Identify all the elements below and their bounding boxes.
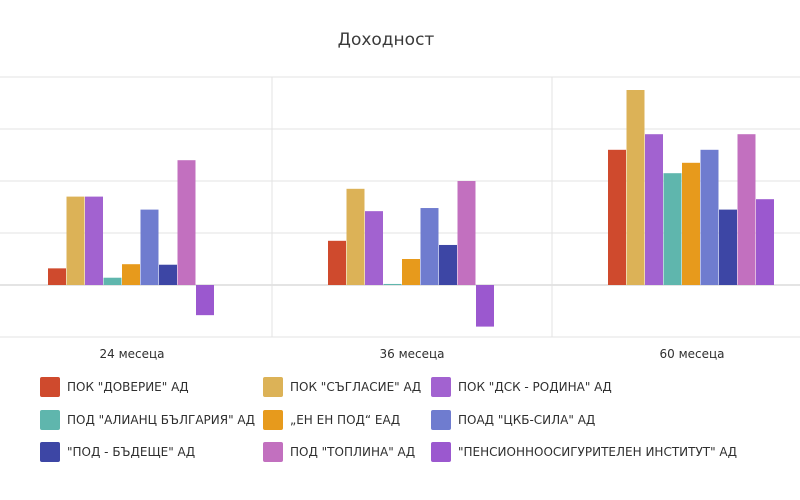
legend-item[interactable]: „ЕН ЕН ПОД“ ЕАД bbox=[263, 409, 400, 431]
bar[interactable] bbox=[476, 285, 494, 327]
bar[interactable] bbox=[48, 268, 66, 285]
x-tick-label: 24 месеца bbox=[99, 347, 164, 361]
bar[interactable] bbox=[402, 259, 420, 285]
bar[interactable] bbox=[140, 209, 159, 285]
legend-label: „ЕН ЕН ПОД“ ЕАД bbox=[290, 413, 401, 427]
legend-label: "ПЕНСИОННООСИГУРИТЕЛЕН ИНСТИТУТ" АД bbox=[458, 445, 738, 459]
legend-swatch bbox=[40, 377, 60, 397]
legend-label: "ПОД - БЪДЕЩЕ" АД bbox=[67, 445, 196, 459]
legend-item[interactable]: ПОД "АЛИАНЦ БЪЛГАРИЯ" АД bbox=[40, 409, 255, 431]
legend-label: ПОК "СЪГЛАСИЕ" АД bbox=[290, 380, 422, 394]
x-tick-label: 36 месеца bbox=[379, 347, 444, 361]
legend-label: ПОД "ТОПЛИНА" АД bbox=[290, 445, 416, 459]
x-tick-label: 60 месеца bbox=[659, 347, 724, 361]
legend-swatch bbox=[263, 442, 283, 462]
legend-swatch bbox=[431, 442, 451, 462]
bar[interactable] bbox=[608, 149, 626, 285]
legend-label: ПОАД "ЦКБ-СИЛА" АД bbox=[458, 413, 596, 427]
bar[interactable] bbox=[439, 244, 457, 285]
bar[interactable] bbox=[737, 134, 756, 285]
legend-swatch bbox=[431, 410, 451, 430]
legend-swatch bbox=[40, 442, 60, 462]
bar[interactable] bbox=[645, 134, 663, 285]
bar[interactable] bbox=[196, 285, 214, 316]
bar[interactable] bbox=[719, 209, 737, 285]
bar[interactable] bbox=[457, 181, 476, 285]
legend-item[interactable]: "ПОД - БЪДЕЩЕ" АД bbox=[40, 441, 195, 463]
legend-swatch bbox=[40, 410, 60, 430]
bar[interactable] bbox=[66, 196, 85, 285]
bar[interactable] bbox=[682, 162, 700, 285]
legend-item[interactable]: ПОАД "ЦКБ-СИЛА" АД bbox=[431, 409, 595, 431]
bar[interactable] bbox=[420, 208, 439, 285]
legend-swatch bbox=[263, 377, 283, 397]
legend-item[interactable]: ПОД "ТОПЛИНА" АД bbox=[263, 441, 415, 463]
legend-label: ПОК "ДОВЕРИЕ" АД bbox=[67, 380, 189, 394]
legend-item[interactable]: ПОК "ДОВЕРИЕ" АД bbox=[40, 376, 189, 398]
legend-label: ПОД "АЛИАНЦ БЪЛГАРИЯ" АД bbox=[67, 413, 255, 427]
bar[interactable] bbox=[365, 211, 383, 285]
legend-item[interactable]: ПОК "СЪГЛАСИЕ" АД bbox=[263, 376, 421, 398]
bar[interactable] bbox=[663, 173, 682, 285]
bar[interactable] bbox=[103, 277, 122, 285]
bar[interactable] bbox=[383, 283, 402, 285]
bar[interactable] bbox=[346, 188, 365, 285]
bar[interactable] bbox=[626, 90, 645, 285]
legend-item[interactable]: ПОК "ДСК - РОДИНА" АД bbox=[431, 376, 612, 398]
legend-swatch bbox=[263, 410, 283, 430]
bar[interactable] bbox=[177, 160, 196, 285]
bar[interactable] bbox=[700, 149, 719, 285]
bar[interactable] bbox=[122, 264, 140, 285]
legend-item[interactable]: "ПЕНСИОННООСИГУРИТЕЛЕН ИНСТИТУТ" АД bbox=[431, 441, 737, 463]
bar[interactable] bbox=[328, 240, 346, 285]
bar[interactable] bbox=[159, 264, 177, 285]
legend-label: ПОК "ДСК - РОДИНА" АД bbox=[458, 380, 612, 394]
bar[interactable] bbox=[85, 196, 103, 285]
chart-title: Доходност bbox=[337, 30, 435, 50]
bar[interactable] bbox=[756, 199, 774, 285]
legend-swatch bbox=[431, 377, 451, 397]
